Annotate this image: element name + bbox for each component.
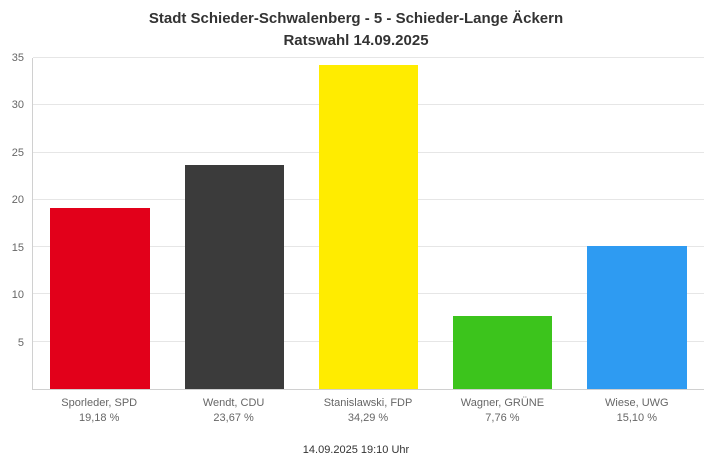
bar-column bbox=[301, 58, 435, 389]
y-tick-label: 25 bbox=[11, 146, 24, 159]
x-category-label: Wiese, UWG 15,10 % bbox=[570, 396, 704, 432]
chart-title: Stadt Schieder-Schwalenberg - 5 - Schied… bbox=[148, 10, 564, 27]
candidate-name: Sporleder, SPD bbox=[61, 397, 138, 409]
x-category-label: Sporleder, SPD 19,18 % bbox=[32, 396, 166, 432]
candidate-percentage: 34,29 % bbox=[347, 412, 389, 424]
bar[interactable] bbox=[50, 207, 150, 389]
x-category-label: Wendt, CDU 23,67 % bbox=[166, 396, 300, 432]
x-axis-labels: Sporleder, SPD 19,18 % Wendt, CDU 23,67 % St… bbox=[32, 390, 704, 432]
candidate-name: Wiese, UWG bbox=[605, 397, 669, 409]
candidate-percentage: 15,10 % bbox=[616, 412, 658, 424]
y-tick-label: 20 bbox=[11, 194, 24, 207]
candidate-percentage: 7,76 % bbox=[485, 412, 520, 424]
candidate-name: Wagner, GRÜNE bbox=[460, 397, 545, 409]
y-tick-label: 35 bbox=[11, 52, 24, 64]
y-tick-label: 10 bbox=[11, 289, 24, 302]
candidate-name: Stanislawski, FDP bbox=[323, 397, 413, 409]
y-tick-label: 30 bbox=[11, 99, 24, 112]
candidate-name: Wendt, CDU bbox=[202, 397, 265, 409]
bar-column bbox=[570, 58, 704, 389]
timestamp: 14.09.2025 19:10 Uhr bbox=[302, 444, 410, 456]
x-category-label: Stanislawski, FDP 34,29 % bbox=[301, 396, 435, 432]
bar[interactable] bbox=[184, 165, 284, 389]
x-category-label: Wagner, GRÜNE 7,76 % bbox=[435, 396, 569, 432]
bar[interactable] bbox=[587, 246, 687, 389]
y-tick-label: 15 bbox=[11, 241, 24, 254]
bar-series bbox=[33, 58, 704, 389]
chart-footer: 14.09.2025 19:10 Uhr bbox=[0, 432, 712, 468]
bar-column bbox=[33, 58, 167, 389]
y-tick-label: 5 bbox=[17, 336, 24, 349]
bar-column bbox=[167, 58, 301, 389]
candidate-percentage: 19,18 % bbox=[79, 412, 120, 424]
bar[interactable] bbox=[318, 64, 419, 389]
bar[interactable] bbox=[453, 315, 553, 389]
plot-region: 5 10 15 20 25 30 35 bbox=[0, 52, 712, 390]
chart-subtitle: Ratswahl 14.09.2025 bbox=[283, 32, 429, 49]
candidate-percentage: 23,67 % bbox=[213, 412, 254, 424]
gridline bbox=[33, 57, 704, 58]
y-axis: 5 10 15 20 25 30 35 bbox=[0, 52, 32, 390]
chart-header: Stadt Schieder-Schwalenberg - 5 - Schied… bbox=[0, 0, 712, 58]
bar-column bbox=[436, 58, 570, 389]
plot-area bbox=[32, 57, 704, 390]
